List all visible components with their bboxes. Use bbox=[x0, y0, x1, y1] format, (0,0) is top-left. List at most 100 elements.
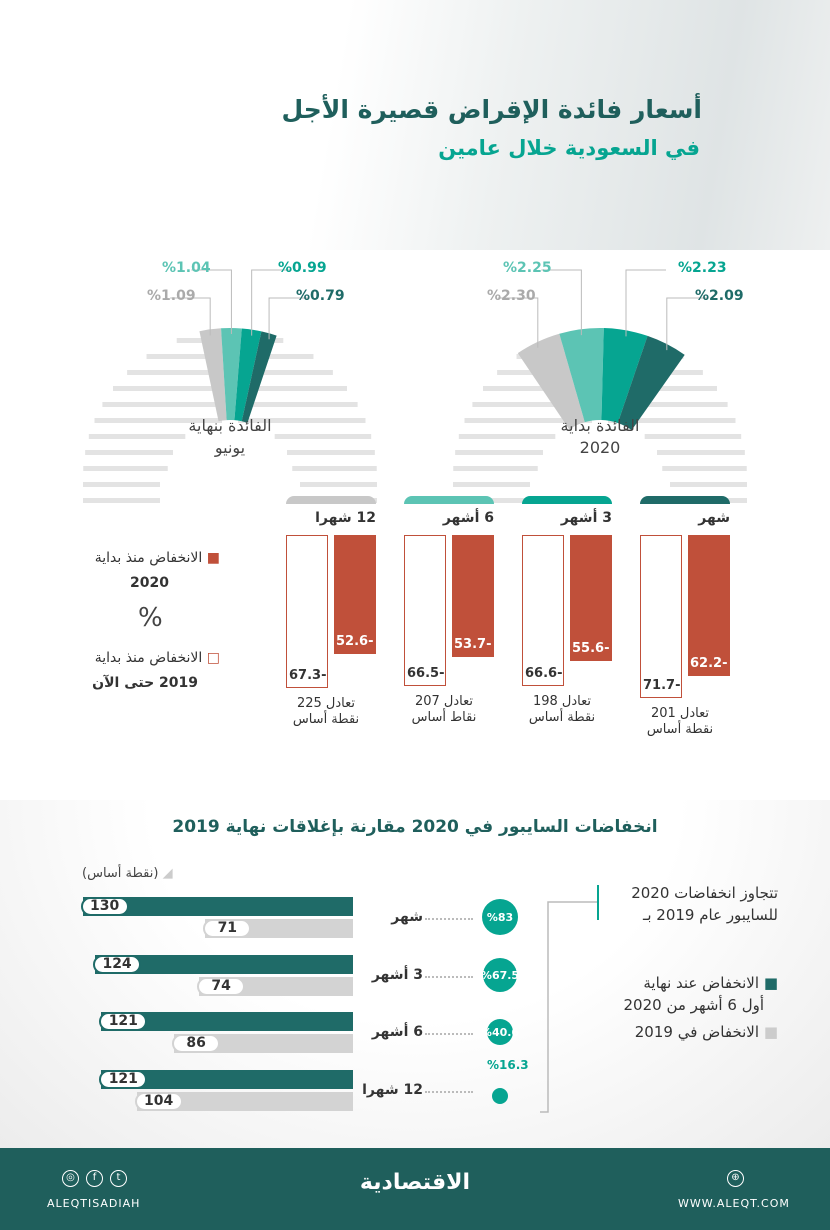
gauge-stripe bbox=[85, 450, 174, 455]
gauge2-label-12m: %2.30 bbox=[487, 288, 536, 304]
gauge-wedge bbox=[517, 333, 585, 430]
equivalent-line2: نقاط أساس bbox=[411, 709, 477, 725]
website-link[interactable]: WWW.ALEQT.COM bbox=[678, 1197, 790, 1210]
saibor-note: تتجاوز انخفاضات 2020 للسايبور عام 2019 بـ bbox=[631, 882, 778, 926]
gauge-wedge bbox=[234, 328, 262, 422]
page-title: أسعار فائدة الإقراض قصيرة الأجل bbox=[281, 95, 702, 124]
bar-since-2019-label: 67.3- bbox=[289, 667, 327, 683]
legend-since-2020-label: الانخفاض منذ بداية bbox=[94, 550, 203, 566]
bar-since-2020-label: 55.6- bbox=[572, 641, 610, 657]
gauge-stripe bbox=[113, 386, 222, 391]
bar-since-2019-label: 66.5- bbox=[407, 665, 445, 681]
gauge2-caption-line2: 2020 bbox=[579, 438, 621, 457]
gauge-stripe bbox=[656, 450, 745, 455]
bar-since-2020 bbox=[570, 535, 612, 662]
dotted-connector bbox=[425, 1033, 473, 1035]
column-header-bar bbox=[522, 496, 612, 504]
gauge-stripe bbox=[146, 354, 222, 359]
ratio-circle: %83 bbox=[482, 899, 518, 935]
footer bbox=[0, 1148, 830, 1230]
logo: الاقتصادية bbox=[359, 1170, 471, 1195]
bar-since-2019 bbox=[522, 535, 564, 687]
gauge-stripe bbox=[670, 482, 747, 487]
column-header-bar bbox=[286, 496, 376, 504]
percent-unit: % bbox=[138, 603, 163, 633]
bar-2020 bbox=[82, 897, 353, 916]
gauge-stripe bbox=[608, 402, 728, 407]
column-label: 12 شهرا bbox=[315, 510, 376, 526]
teal-square-icon: ■ bbox=[763, 974, 778, 992]
legend-since-2019: □ الانخفاض منذ بداية bbox=[95, 650, 220, 666]
globe-icon: ⊕ bbox=[727, 1170, 744, 1187]
saibor-title: انخفاضات السايبور في 2020 مقارنة بإغلاقا… bbox=[172, 817, 658, 837]
gauge-stripe bbox=[94, 418, 222, 423]
gauge-wedge bbox=[199, 328, 227, 422]
gauge-stripe bbox=[483, 386, 592, 391]
bar-since-2020 bbox=[688, 535, 730, 677]
gauge-stripe bbox=[286, 450, 375, 455]
leader-line bbox=[666, 297, 707, 351]
column-label: 6 أشهر bbox=[442, 510, 494, 526]
gauge-stripe bbox=[83, 482, 160, 487]
facebook-icon[interactable]: f bbox=[86, 1170, 103, 1187]
hero-background bbox=[0, 0, 830, 250]
gauge-stripe bbox=[238, 386, 347, 391]
leader-line bbox=[251, 269, 292, 336]
leader-line bbox=[541, 269, 582, 336]
bar-since-2019-label: 66.6- bbox=[525, 666, 563, 682]
gauge2-caption: الفائدة بداية 2020 bbox=[530, 415, 670, 459]
equivalent-line2: نقطة أساس bbox=[528, 710, 596, 726]
equivalent-line1: تعادل 207 bbox=[414, 693, 474, 709]
gauge1-caption: الفائدة بنهاية يونيو bbox=[160, 415, 300, 459]
legend-2020-line2: أول 6 أشهر من 2020 bbox=[623, 996, 765, 1014]
legend-since-2020-year: 2020 bbox=[130, 575, 169, 591]
gauge-stripe bbox=[83, 498, 160, 503]
bar-since-2020-label: 52.6- bbox=[336, 634, 374, 650]
gauge-stripe bbox=[238, 402, 358, 407]
leader-line bbox=[170, 297, 211, 336]
saibor-note-line1: تتجاوز انخفاضات 2020 bbox=[631, 884, 778, 902]
legend-since-2019-label: الانخفاض منذ بداية bbox=[94, 650, 203, 666]
value-2019: 71 bbox=[203, 919, 252, 938]
gauge-stripe bbox=[458, 434, 556, 439]
equivalent-line2: نقطة أساس bbox=[292, 711, 360, 727]
gauge-stripe bbox=[88, 434, 186, 439]
value-2019: 104 bbox=[134, 1092, 183, 1111]
column-header-bar bbox=[404, 496, 494, 504]
gauge-wedge bbox=[601, 328, 648, 423]
saibor-note-line2: للسايبور عام 2019 بـ bbox=[642, 906, 778, 924]
row-label: 12 شهرا bbox=[362, 1082, 423, 1098]
gauge2-label-6m: %2.25 bbox=[503, 260, 552, 276]
equivalent-line1: تعادل 225 bbox=[296, 695, 356, 711]
twitter-icon[interactable]: t bbox=[110, 1170, 127, 1187]
dotted-connector bbox=[425, 1091, 473, 1093]
ratio-label: %16.3 bbox=[487, 1058, 529, 1072]
gauge-stripe bbox=[464, 418, 592, 423]
bar-since-2019 bbox=[404, 535, 446, 686]
gauge1-label-6m: %1.04 bbox=[162, 260, 211, 276]
gauge-stripe bbox=[453, 466, 538, 471]
social-handle[interactable]: ALEQTISADIAH bbox=[47, 1197, 141, 1210]
gauge-stripe bbox=[102, 402, 222, 407]
gauge-stripe bbox=[83, 466, 168, 471]
outline-square-icon: □ bbox=[206, 650, 220, 666]
leader-line bbox=[497, 297, 539, 348]
gauge-stripe bbox=[238, 354, 314, 359]
instagram-icon[interactable]: ◎ bbox=[62, 1170, 79, 1187]
dotted-connector bbox=[425, 976, 473, 978]
legend-since-2019-period: 2019 حتى الآن bbox=[92, 675, 198, 691]
bar-2020 bbox=[101, 1012, 353, 1031]
value-2020: 121 bbox=[99, 1012, 148, 1031]
gauge-stripe bbox=[274, 434, 372, 439]
gauge-stripe bbox=[662, 466, 747, 471]
column-label: 3 أشهر bbox=[560, 510, 612, 526]
value-2019: 74 bbox=[197, 977, 246, 996]
gauge1-caption-line2: يونيو bbox=[214, 438, 246, 457]
gray-square-icon: ■ bbox=[763, 1023, 778, 1041]
gauge-stripe bbox=[608, 386, 717, 391]
bar-2019 bbox=[136, 1092, 353, 1111]
value-2020: 130 bbox=[80, 897, 129, 916]
gauge-stripe bbox=[300, 482, 377, 487]
gauge1-label-12m: %1.09 bbox=[147, 288, 196, 304]
value-2020: 124 bbox=[93, 955, 142, 974]
